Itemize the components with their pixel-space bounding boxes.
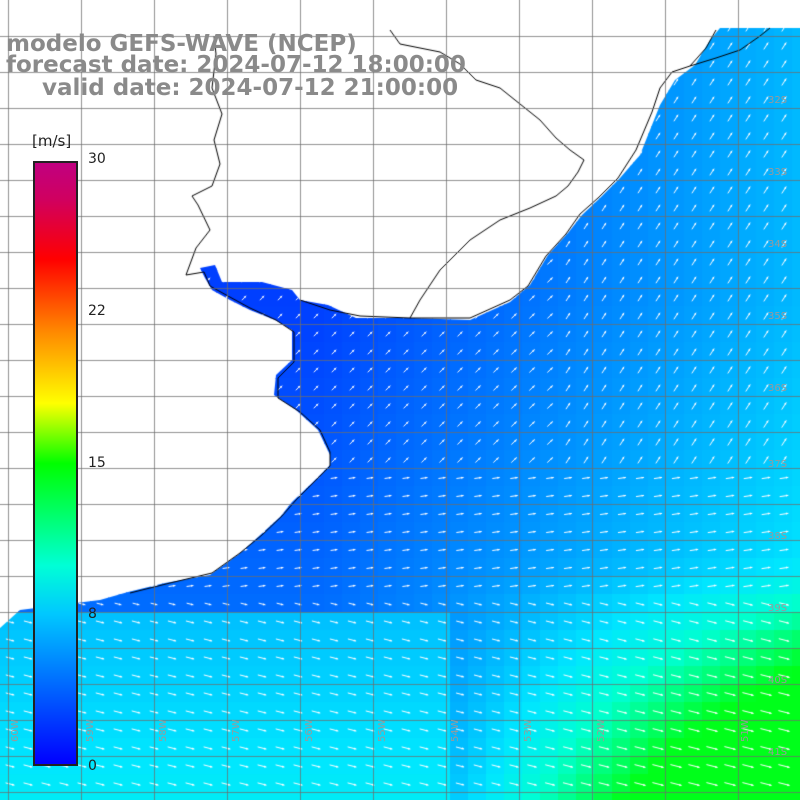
lon-label-58w: 58W: [158, 719, 169, 742]
lon-label-54w: 54W: [450, 719, 461, 742]
lon-label-59w: 59W: [85, 719, 96, 742]
lat-label-41s: 41S: [768, 747, 788, 758]
colorbar-unit: [m/s]: [32, 132, 72, 150]
lat-label-33s: 33S: [768, 167, 788, 178]
lon-label-51w: 51W: [740, 719, 751, 742]
colorbar-tick-8: 8: [88, 606, 97, 622]
lon-label-52w: 52W: [596, 719, 607, 742]
lat-label-32s: 32S: [768, 95, 788, 106]
lon-label-55w: 55W: [377, 719, 388, 742]
forecast-date: forecast date: 2024-07-12 18:00:00: [6, 52, 466, 78]
lon-label-57w: 57W: [231, 719, 242, 742]
lon-label-56w: 56W: [304, 719, 315, 742]
lon-label-53w: 53W: [523, 719, 534, 742]
colorbar-tick-15: 15: [88, 455, 106, 471]
model-title: modelo GEFS-WAVE (NCEP): [6, 31, 357, 57]
colorbar: [33, 161, 78, 766]
lat-label-38s: 38S: [768, 531, 788, 542]
lon-label-60w: 60W: [10, 719, 21, 742]
colorbar-tick-30: 30: [88, 151, 106, 167]
lat-label-37s: 37S: [768, 459, 788, 470]
lat-label-39s: 39S: [768, 603, 788, 614]
lat-label-34s: 34S: [768, 239, 788, 250]
lat-label-35s: 35S: [768, 311, 788, 322]
colorbar-tick-0: 0: [88, 758, 97, 774]
lat-label-40s: 40S: [768, 675, 788, 686]
colorbar-tick-22: 22: [88, 303, 106, 319]
valid-date: valid date: 2024-07-12 21:00:00: [42, 75, 459, 101]
lat-label-36s: 36S: [768, 383, 788, 394]
